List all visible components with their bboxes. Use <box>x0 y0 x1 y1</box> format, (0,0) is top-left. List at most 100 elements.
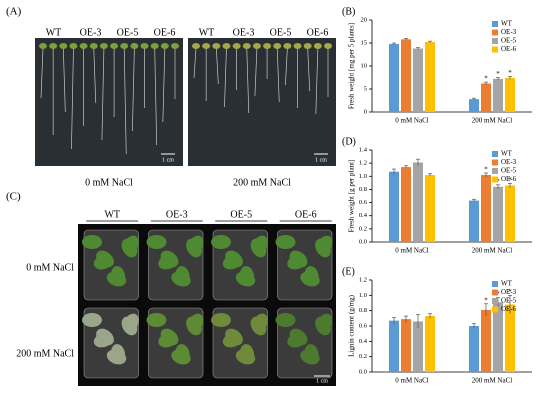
bar <box>425 316 435 372</box>
column-label: OE-5 <box>270 27 292 38</box>
bar <box>389 43 399 112</box>
photo-caption: 200 mM NaCl <box>233 177 291 188</box>
root <box>40 47 44 99</box>
root <box>123 47 127 155</box>
root <box>315 47 319 115</box>
y-axis-title: Fresh weight [g per plant] <box>348 160 356 233</box>
root <box>285 47 288 86</box>
root <box>307 47 311 92</box>
y-tick-label: 0.4 <box>359 212 368 219</box>
leaf <box>186 316 202 336</box>
root <box>62 47 66 113</box>
bar <box>389 171 399 242</box>
leaf <box>250 316 267 336</box>
y-tick-label: 1.0 <box>359 173 367 180</box>
y-tick-label: 0.2 <box>359 225 367 232</box>
photo <box>188 38 336 166</box>
x-tick-label: 200 mM NaCl <box>472 377 513 385</box>
root <box>224 47 227 108</box>
y-tick-label: 0.6 <box>359 322 368 329</box>
bar <box>469 200 479 242</box>
panel-label: (D) <box>342 136 356 147</box>
seedling <box>212 43 221 49</box>
leaf <box>186 238 202 258</box>
seedling <box>150 43 159 49</box>
x-tick-label: 0 mM NaCl <box>395 247 429 255</box>
leaf <box>158 332 178 348</box>
seedling <box>171 43 179 49</box>
y-tick-label: 0 <box>364 108 367 115</box>
root <box>162 47 166 123</box>
seedling <box>273 43 282 49</box>
legend-label: OE-5 <box>501 37 517 45</box>
bar <box>493 302 503 372</box>
photo-caption: 0 mM NaCl <box>85 177 133 188</box>
scale-label: 1 cm <box>162 157 174 163</box>
significance-mark: * <box>496 290 500 298</box>
leaf <box>146 235 167 249</box>
bar <box>505 304 515 372</box>
leaf <box>93 254 114 270</box>
x-tick-label: 0 mM NaCl <box>395 377 429 385</box>
column-label: OE-6 <box>154 27 176 38</box>
legend-label: WT <box>501 280 513 288</box>
bar <box>493 186 503 242</box>
root <box>71 47 74 150</box>
scale-label: 1 cm <box>315 157 327 163</box>
seedling <box>324 43 332 49</box>
seedling <box>59 43 68 49</box>
column-label: OE-3 <box>166 209 188 220</box>
bar <box>481 174 491 242</box>
legend-swatch <box>492 38 498 44</box>
column-label: WT <box>104 209 120 220</box>
scale-label: 1 cm <box>316 378 328 384</box>
legend-swatch <box>492 281 498 287</box>
root <box>101 47 105 141</box>
legend-swatch <box>492 159 498 166</box>
leaf <box>287 332 307 348</box>
legend-swatch <box>492 29 498 36</box>
significance-mark: * <box>496 177 500 185</box>
seedling <box>293 43 302 49</box>
significance-mark: * <box>508 288 512 296</box>
significance-mark: * <box>508 176 512 184</box>
legend-label: OE-3 <box>501 158 517 166</box>
x-tick-label: 200 mM NaCl <box>472 117 513 125</box>
y-tick-label: 0.8 <box>359 186 367 193</box>
significance-mark: * <box>508 69 512 77</box>
significance-mark: * <box>484 75 488 83</box>
legend-label: OE-3 <box>501 28 517 36</box>
legend-swatch <box>492 46 498 53</box>
bar <box>505 185 515 242</box>
column-label: OE-5 <box>230 209 252 220</box>
seedling <box>49 43 58 49</box>
panel-label: (C) <box>6 191 21 203</box>
seedling <box>89 43 98 49</box>
bar <box>481 309 491 372</box>
leaf <box>171 349 191 365</box>
seedling <box>303 43 312 49</box>
column-label: OE-3 <box>80 27 102 38</box>
column-label: WT <box>46 27 62 38</box>
y-tick-label: 1.2 <box>359 160 367 167</box>
leaf <box>158 254 178 270</box>
legend-label: OE-3 <box>501 288 517 296</box>
y-tick-label: 10 <box>361 62 368 69</box>
seedling <box>120 43 129 49</box>
y-axis-title: Lignin content (g/mg) <box>348 294 356 356</box>
legend-label: OE-6 <box>501 305 517 313</box>
seedling <box>160 43 169 49</box>
seedling <box>202 43 211 49</box>
legend-swatch <box>492 306 498 313</box>
leaf <box>211 235 231 249</box>
seedling <box>313 43 322 49</box>
y-tick-label: 0.0 <box>359 238 367 245</box>
leaf <box>82 235 102 249</box>
column-label: OE-6 <box>295 209 317 220</box>
leaf <box>171 271 191 287</box>
leaf <box>300 271 320 287</box>
legend-label: WT <box>501 150 513 158</box>
y-tick-label: 0.0 <box>359 368 367 375</box>
bar <box>401 167 411 242</box>
leaf <box>287 254 307 270</box>
